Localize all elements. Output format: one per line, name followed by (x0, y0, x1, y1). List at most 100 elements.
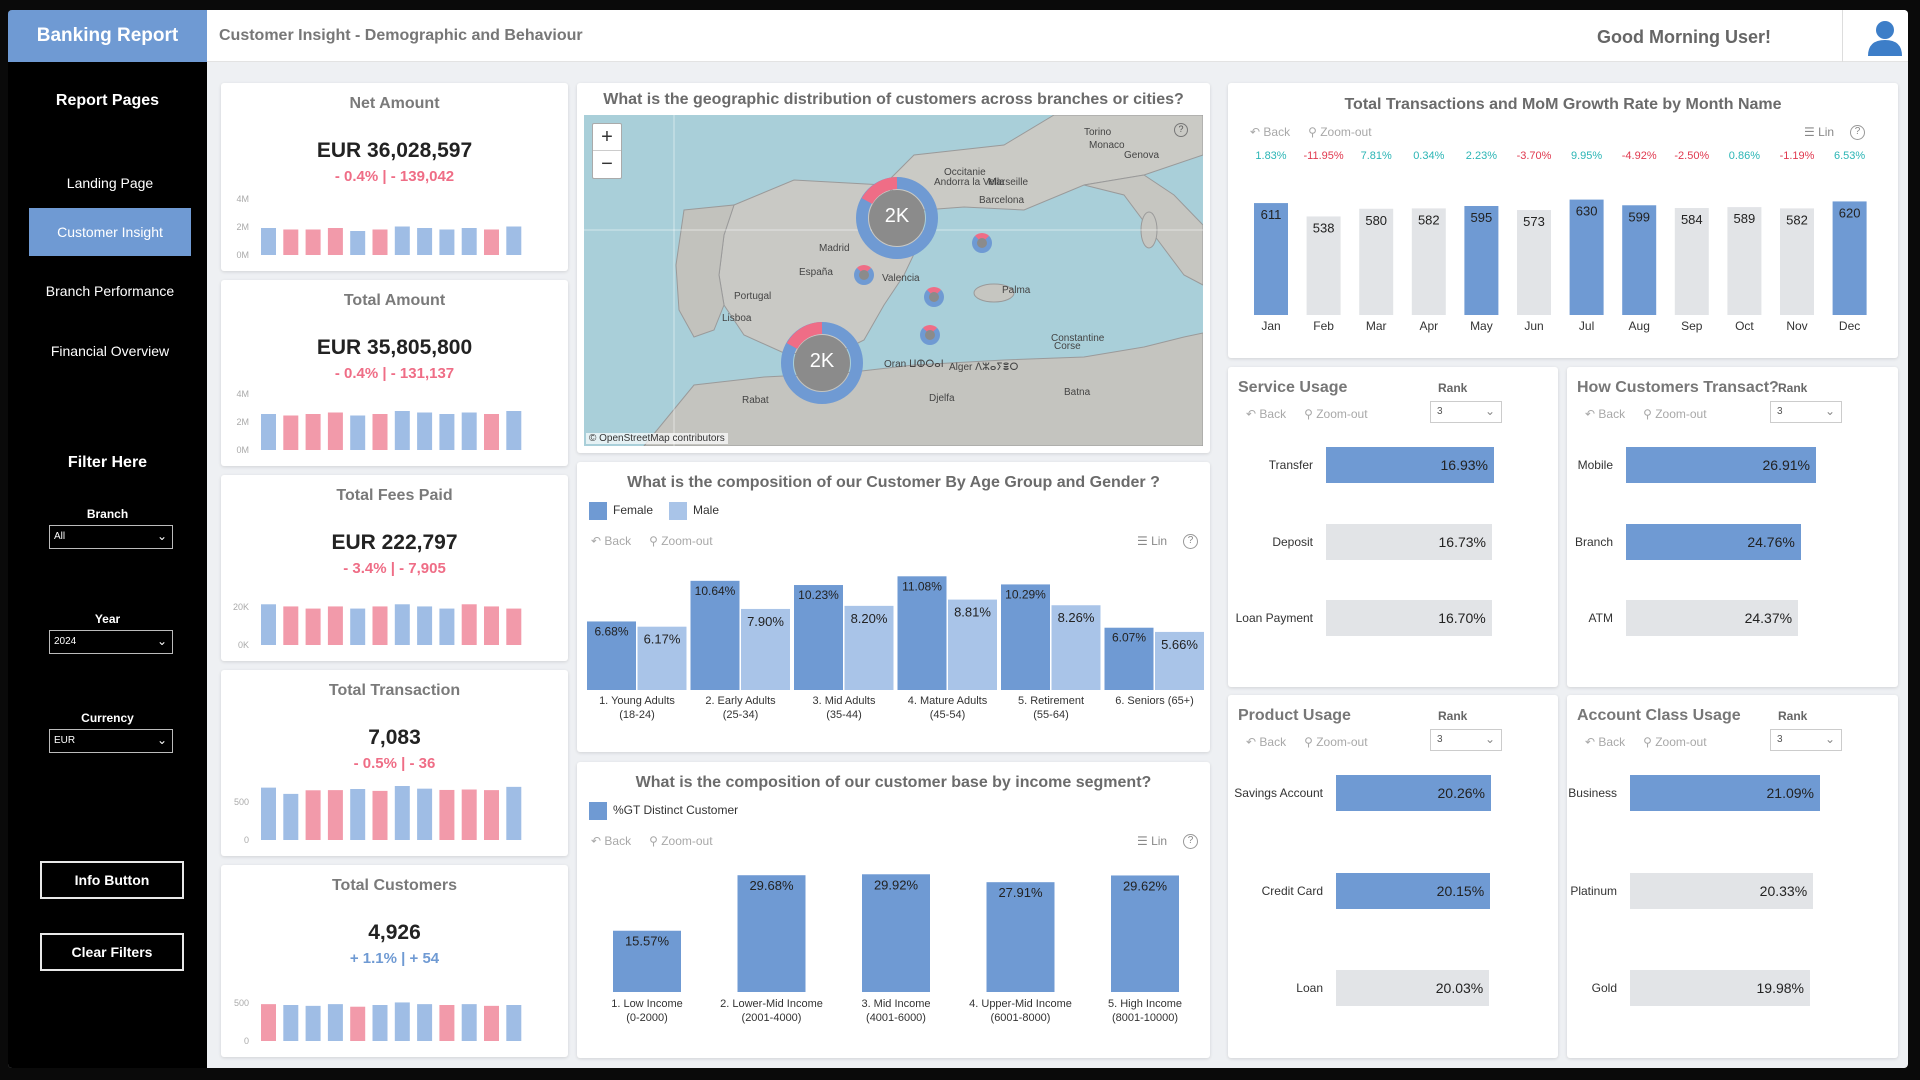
age-bar-male[interactable] (1155, 631, 1204, 690)
spark-bar[interactable] (261, 604, 276, 645)
spark-bar[interactable] (484, 1005, 499, 1041)
spark-bar[interactable] (283, 229, 299, 256)
income-bar[interactable] (862, 874, 930, 992)
month-bar[interactable] (1411, 208, 1446, 315)
rank-dropdown[interactable]: 3 ⌄ (1430, 729, 1502, 751)
map-point-marker[interactable] (854, 265, 874, 285)
age-bar-male[interactable] (1051, 605, 1101, 690)
map-cluster-1[interactable]: 2K (854, 175, 940, 266)
lin-toggle[interactable]: ☰ Lin (1804, 125, 1835, 139)
rank-dropdown[interactable]: 3 ⌄ (1770, 729, 1842, 751)
spark-bar[interactable] (439, 608, 455, 645)
nav-landing-page[interactable]: Landing Page (66, 175, 154, 191)
spark-bar[interactable] (305, 608, 321, 645)
spark-bar[interactable] (372, 1005, 388, 1041)
spark-bar[interactable] (417, 606, 433, 645)
zoom-out-button[interactable]: ⚲ Zoom-out (1304, 407, 1368, 421)
back-button[interactable]: ↶ Back (1585, 735, 1626, 749)
spark-bar[interactable] (350, 789, 366, 840)
spark-bar[interactable] (417, 412, 433, 451)
back-button[interactable]: ↶ Back (1585, 407, 1626, 421)
map-point-marker[interactable] (920, 325, 940, 345)
spark-bar[interactable] (461, 789, 477, 840)
spark-bar[interactable] (350, 231, 366, 255)
spark-bar[interactable] (417, 228, 433, 255)
rank-dropdown[interactable]: 3 ⌄ (1430, 401, 1502, 423)
spark-bar[interactable] (506, 1005, 522, 1041)
nav-customer-insight[interactable]: Customer Insight (29, 208, 191, 256)
rank-dropdown[interactable]: 3 ⌄ (1770, 401, 1842, 423)
rank-bar[interactable]: 20.15% (1336, 873, 1491, 909)
spark-bar[interactable] (484, 229, 499, 256)
age-bar-female[interactable] (794, 585, 843, 690)
spark-bar[interactable] (372, 606, 388, 645)
rank-bar[interactable]: 20.33% (1630, 873, 1814, 909)
spark-bar[interactable] (372, 414, 388, 450)
spark-bar[interactable] (283, 415, 299, 451)
spark-bar[interactable] (439, 414, 455, 450)
zoom-out-button[interactable]: ⚲ Zoom-out (649, 534, 713, 548)
spark-bar[interactable] (261, 228, 276, 255)
zoom-out-button[interactable]: ⚲ Zoom-out (1643, 735, 1707, 749)
help-icon[interactable]: ? (1183, 534, 1198, 549)
spark-bar[interactable] (394, 226, 410, 256)
age-bar-male[interactable] (741, 608, 790, 690)
spark-bar[interactable] (394, 604, 410, 645)
back-button[interactable]: ↶ Back (591, 834, 632, 848)
spark-bar[interactable] (261, 787, 276, 840)
month-bar[interactable] (1464, 206, 1499, 315)
spark-bar[interactable] (439, 229, 455, 256)
map-help-icon[interactable]: ? (1174, 123, 1188, 137)
spark-bar[interactable] (439, 1005, 455, 1041)
back-button[interactable]: ↶ Back (1246, 735, 1287, 749)
spark-bar[interactable] (417, 788, 433, 840)
spark-bar[interactable] (305, 1005, 321, 1041)
spark-bar[interactable] (327, 790, 343, 840)
spark-bar[interactable] (484, 414, 499, 450)
spark-bar[interactable] (506, 411, 522, 450)
user-avatar-icon[interactable] (1865, 16, 1905, 56)
age-bar-female[interactable] (587, 621, 636, 690)
spark-bar[interactable] (283, 1005, 299, 1041)
spark-bar[interactable] (350, 608, 366, 645)
spark-bar[interactable] (461, 412, 477, 451)
month-bar[interactable] (1832, 201, 1867, 315)
spark-bar[interactable] (305, 414, 321, 450)
spark-bar[interactable] (327, 606, 343, 645)
map-cluster-2[interactable]: 2K (779, 320, 865, 411)
rank-bar[interactable]: 26.91% (1626, 447, 1816, 483)
spark-bar[interactable] (327, 1004, 343, 1041)
info-button[interactable]: Info Button (40, 861, 184, 899)
help-icon[interactable]: ? (1183, 834, 1198, 849)
lin-toggle[interactable]: ☰ Lin (1137, 534, 1168, 548)
zoom-out-button[interactable]: ⚲ Zoom-out (1304, 735, 1368, 749)
map-point-marker[interactable] (972, 233, 992, 253)
rank-bar[interactable]: 20.26% (1336, 775, 1491, 811)
age-bar-female[interactable] (1001, 584, 1050, 690)
month-bar[interactable] (1780, 208, 1814, 315)
back-button[interactable]: ↶ Back (1246, 407, 1287, 421)
spark-bar[interactable] (261, 1004, 276, 1041)
age-bar-female[interactable] (690, 580, 740, 690)
month-bar[interactable] (1569, 199, 1604, 315)
month-bar[interactable] (1622, 205, 1657, 315)
month-bar[interactable] (1727, 207, 1762, 315)
clear-filters-button[interactable]: Clear Filters (40, 933, 184, 971)
month-bar[interactable] (1306, 216, 1341, 315)
lin-toggle[interactable]: ☰ Lin (1137, 834, 1168, 848)
back-button[interactable]: ↶ Back (591, 534, 632, 548)
nav-branch-performance[interactable]: Branch Performance (45, 283, 175, 299)
spark-bar[interactable] (283, 606, 299, 645)
spark-bar[interactable] (372, 229, 388, 256)
back-button[interactable]: ↶ Back (1250, 125, 1291, 139)
month-bar[interactable] (1359, 208, 1394, 315)
spark-bar[interactable] (394, 1002, 410, 1041)
zoom-out-button[interactable]: ⚲ Zoom-out (649, 834, 713, 848)
spark-bar[interactable] (327, 228, 343, 255)
month-bar[interactable] (1674, 208, 1709, 315)
currency-filter-dropdown[interactable]: EUR ⌄ (49, 729, 173, 753)
rank-bar[interactable]: 24.37% (1626, 600, 1799, 636)
spark-bar[interactable] (327, 412, 343, 451)
map-zoom-out-button[interactable]: − (601, 153, 613, 175)
branch-filter-dropdown[interactable]: All ⌄ (49, 525, 173, 549)
